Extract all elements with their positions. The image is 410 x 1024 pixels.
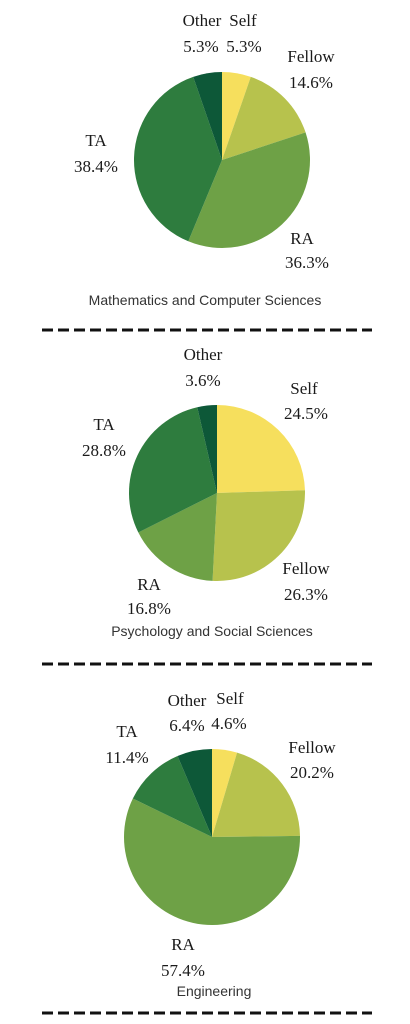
slice-category-label: RA bbox=[171, 935, 195, 954]
pie-slice-ra bbox=[123, 798, 300, 925]
pie-slice-ra bbox=[138, 493, 217, 581]
slice-category-label: Self bbox=[290, 379, 318, 398]
slice-percent-label: 57.4% bbox=[161, 961, 205, 980]
chart-caption: Engineering bbox=[177, 983, 252, 999]
chart-caption: Mathematics and Computer Sciences bbox=[89, 292, 322, 308]
slice-percent-label: 11.4% bbox=[105, 748, 148, 767]
slice-category-label: Self bbox=[229, 11, 257, 30]
slice-percent-label: 3.6% bbox=[185, 371, 220, 390]
slice-category-label: Other bbox=[183, 11, 222, 30]
slice-category-label: Fellow bbox=[287, 47, 335, 66]
slice-category-label: Self bbox=[216, 689, 244, 708]
pie-slice-fellow bbox=[222, 76, 306, 160]
pie-slice-fellow bbox=[212, 490, 306, 582]
slice-percent-label: 6.4% bbox=[169, 716, 204, 735]
slice-percent-label: 38.4% bbox=[74, 157, 118, 176]
pie-slice-self bbox=[212, 749, 238, 837]
pie-slice-ra bbox=[188, 132, 311, 249]
slice-category-label: Fellow bbox=[288, 738, 336, 757]
slice-percent-label: 16.8% bbox=[127, 599, 171, 618]
pie-slice-other bbox=[197, 405, 217, 493]
slice-category-label: Other bbox=[184, 345, 223, 364]
pie-slice-self bbox=[217, 405, 305, 493]
pie-slice-ta bbox=[128, 407, 217, 533]
slice-percent-label: 26.3% bbox=[284, 585, 328, 604]
slice-percent-label: 14.6% bbox=[289, 73, 333, 92]
slice-category-label: RA bbox=[290, 229, 314, 248]
slice-percent-label: 5.3% bbox=[183, 37, 218, 56]
slice-category-label: TA bbox=[85, 131, 107, 150]
pie-chart-psychology-and-social-sciences: Self 24.5% Fellow 26.3% RA 16.8% TA 28.8% Other 3… bbox=[42, 345, 372, 666]
slice-percent-label: 4.6% bbox=[211, 714, 246, 733]
pie-slice-self bbox=[222, 72, 251, 160]
pie-slice-ta bbox=[133, 76, 222, 242]
slice-category-label: TA bbox=[116, 722, 138, 741]
slice-category-label: Fellow bbox=[282, 559, 330, 578]
slice-percent-label: 5.3% bbox=[226, 37, 261, 56]
pie-chart-mathematics-and-computer-sciences: Self5.3%Fellow14.6%RA36.3%TA38.4%Other5.… bbox=[42, 11, 372, 332]
slice-category-label: Other bbox=[168, 691, 207, 710]
slice-percent-label: 20.2% bbox=[290, 763, 334, 782]
pie-slice-fellow bbox=[212, 752, 300, 837]
slice-category-label: RA bbox=[137, 575, 161, 594]
pie-slice-other bbox=[177, 749, 212, 837]
pie-slice-other bbox=[193, 72, 222, 160]
slice-percent-label: 24.5% bbox=[284, 404, 328, 423]
chart-caption: Psychology and Social Sciences bbox=[111, 623, 313, 639]
slice-percent-label: 36.3% bbox=[285, 253, 329, 272]
slice-percent-label: 28.8% bbox=[82, 441, 126, 460]
slice-category-label: TA bbox=[93, 415, 115, 434]
pie-slice-ta bbox=[132, 756, 212, 837]
pie-chart-engineering: Self 4.6% Fellow 20.2% RA 57.4% TA 11.4% Other 6.… bbox=[42, 689, 372, 1015]
